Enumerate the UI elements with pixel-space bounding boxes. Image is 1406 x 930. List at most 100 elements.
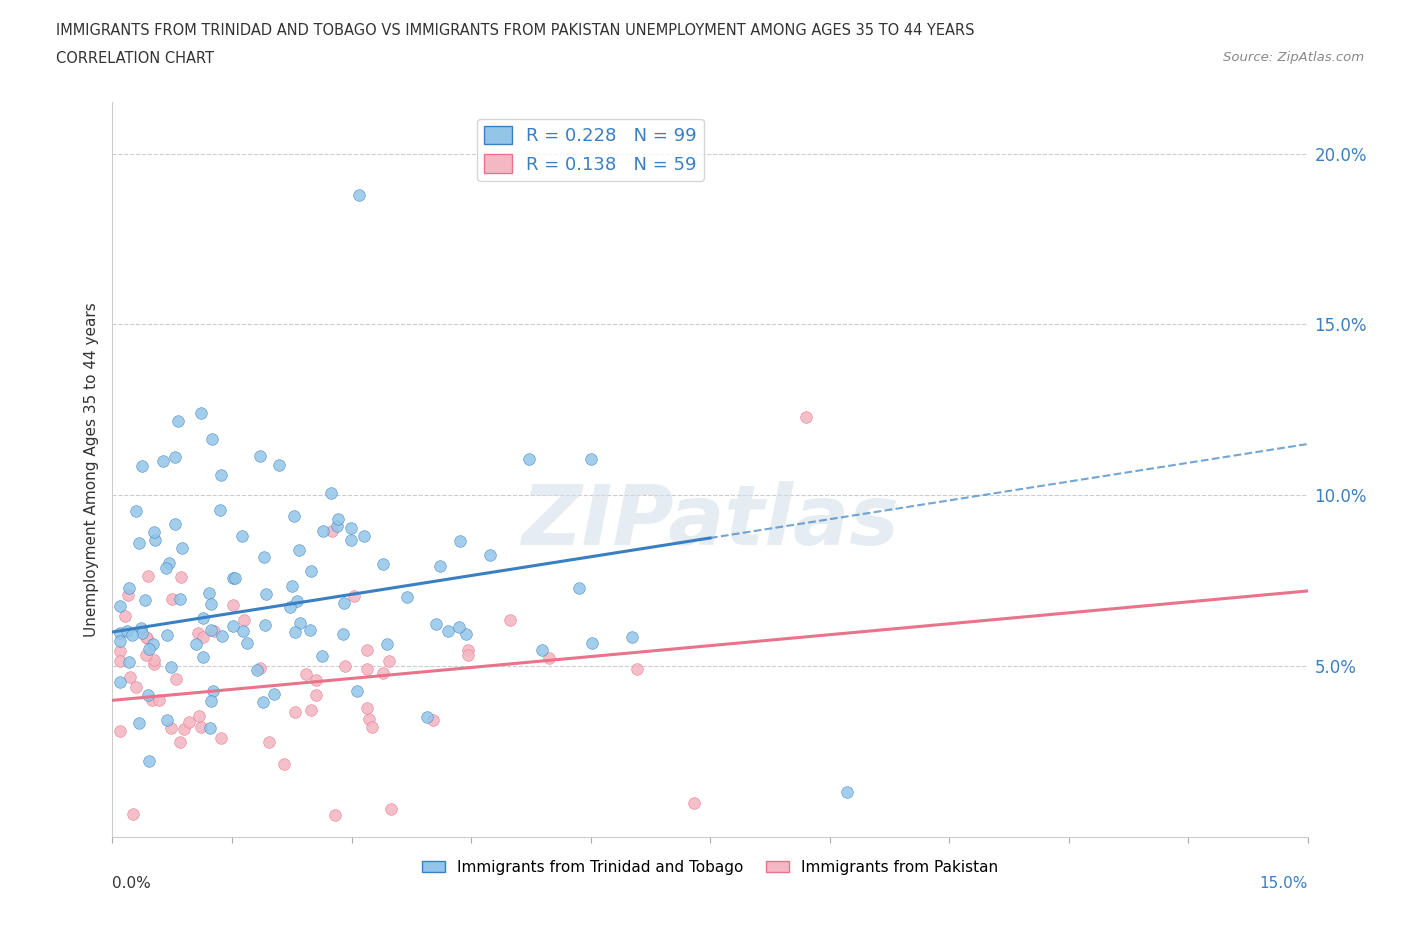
Point: [156, 628, 179, 643]
Point: [143, 525, 166, 539]
Point: [165, 449, 187, 464]
Point: [519, 451, 541, 466]
Point: [118, 654, 141, 669]
Point: [332, 627, 354, 642]
Point: [136, 568, 159, 583]
Point: [117, 588, 139, 603]
Legend: Immigrants from Trinidad and Tobago, Immigrants from Pakistan: Immigrants from Trinidad and Tobago, Imm…: [416, 854, 1004, 881]
Point: [202, 684, 225, 698]
Point: [160, 591, 183, 606]
Point: [253, 550, 276, 565]
Point: [335, 658, 357, 673]
Point: [163, 516, 186, 531]
Point: [416, 710, 439, 724]
Point: [165, 671, 187, 686]
Point: [128, 536, 150, 551]
Point: [125, 503, 148, 518]
Point: [110, 724, 132, 738]
Text: CORRELATION CHART: CORRELATION CHART: [56, 51, 214, 66]
Point: [325, 808, 347, 823]
Point: [110, 674, 132, 689]
Point: [263, 686, 285, 701]
Point: [114, 608, 136, 623]
Point: [236, 635, 259, 650]
Point: [115, 623, 138, 638]
Point: [117, 581, 139, 596]
Point: [190, 405, 212, 420]
Point: [794, 409, 817, 424]
Point: [142, 653, 165, 668]
Point: [169, 591, 191, 606]
Point: [437, 624, 460, 639]
Point: [499, 612, 522, 627]
Point: [311, 524, 333, 538]
Point: [319, 485, 342, 500]
Point: [249, 449, 271, 464]
Point: [152, 454, 174, 469]
Point: [288, 616, 311, 631]
Point: [170, 569, 193, 584]
Point: [118, 670, 141, 684]
Point: [222, 570, 245, 585]
Point: [380, 802, 402, 817]
Point: [373, 556, 395, 571]
Point: [339, 532, 361, 547]
Point: [131, 458, 153, 473]
Point: [305, 687, 328, 702]
Point: [177, 715, 200, 730]
Point: [311, 649, 333, 664]
Point: [110, 644, 132, 658]
Point: [530, 643, 553, 658]
Point: [169, 735, 191, 750]
Point: [200, 694, 222, 709]
Point: [422, 713, 444, 728]
Point: [328, 512, 350, 526]
Point: [425, 617, 447, 631]
Point: [159, 721, 181, 736]
Point: [249, 660, 271, 675]
Point: [285, 593, 308, 608]
Point: [360, 720, 382, 735]
Point: [252, 695, 274, 710]
Point: [284, 624, 307, 639]
Point: [568, 580, 591, 595]
Point: [136, 688, 159, 703]
Point: [284, 705, 307, 720]
Point: [299, 564, 322, 578]
Point: [198, 721, 221, 736]
Point: [278, 600, 301, 615]
Point: [257, 735, 280, 750]
Point: [184, 636, 207, 651]
Point: [429, 559, 451, 574]
Point: [200, 622, 222, 637]
Point: [288, 542, 311, 557]
Point: [167, 414, 190, 429]
Point: [346, 684, 368, 698]
Point: [378, 654, 401, 669]
Point: [110, 599, 132, 614]
Point: [299, 702, 322, 717]
Point: [201, 432, 224, 446]
Point: [835, 784, 858, 799]
Point: [357, 711, 380, 726]
Text: Source: ZipAtlas.com: Source: ZipAtlas.com: [1223, 51, 1364, 64]
Point: [356, 662, 378, 677]
Point: [449, 534, 471, 549]
Point: [208, 503, 231, 518]
Point: [353, 529, 375, 544]
Point: [222, 598, 245, 613]
Point: [155, 561, 177, 576]
Point: [170, 540, 193, 555]
Point: [128, 715, 150, 730]
Point: [581, 452, 603, 467]
Point: [538, 651, 561, 666]
Text: 0.0%: 0.0%: [112, 876, 152, 891]
Point: [124, 679, 146, 694]
Point: [157, 555, 180, 570]
Text: 15.0%: 15.0%: [1260, 876, 1308, 891]
Point: [332, 596, 354, 611]
Point: [138, 641, 160, 656]
Point: [254, 587, 277, 602]
Point: [129, 620, 152, 635]
Point: [246, 662, 269, 677]
